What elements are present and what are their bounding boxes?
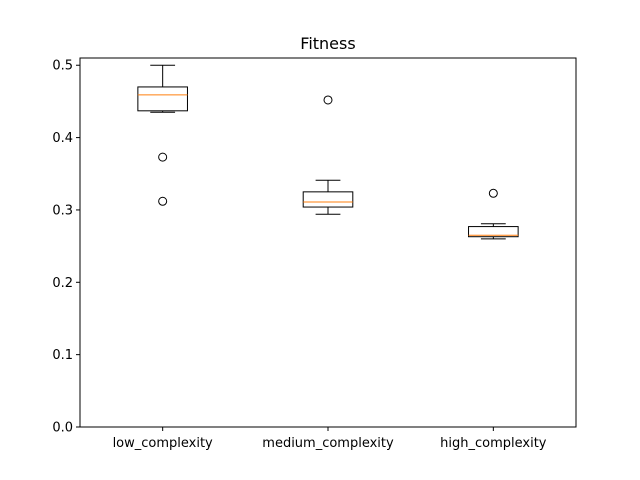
y-tick-label: 0.2 (52, 276, 73, 291)
y-tick-label: 0.1 (52, 348, 73, 363)
axes-frame (79, 57, 577, 428)
box-iqr (137, 86, 188, 112)
outlier-point (488, 188, 498, 198)
y-tick-label: 0.4 (52, 131, 73, 146)
y-tick-label: 0.5 (52, 59, 73, 74)
outlier-point (158, 196, 168, 206)
box-iqr (468, 226, 519, 238)
x-tick-label: low_complexity (113, 436, 213, 451)
chart-title: Fitness (300, 34, 355, 53)
x-tick-label: high_complexity (440, 436, 547, 451)
plot-area: 0.0 0.1 0.2 0.3 0.4 0.5 low_complexity medium_c… (52, 57, 577, 451)
x-tick-label: medium_complexity (262, 436, 394, 451)
outlier-point (323, 95, 333, 105)
y-tick-label: 0.0 (52, 421, 73, 436)
y-tick-label: 0.3 (52, 203, 73, 218)
box-iqr (302, 191, 354, 208)
outlier-point (158, 152, 168, 162)
